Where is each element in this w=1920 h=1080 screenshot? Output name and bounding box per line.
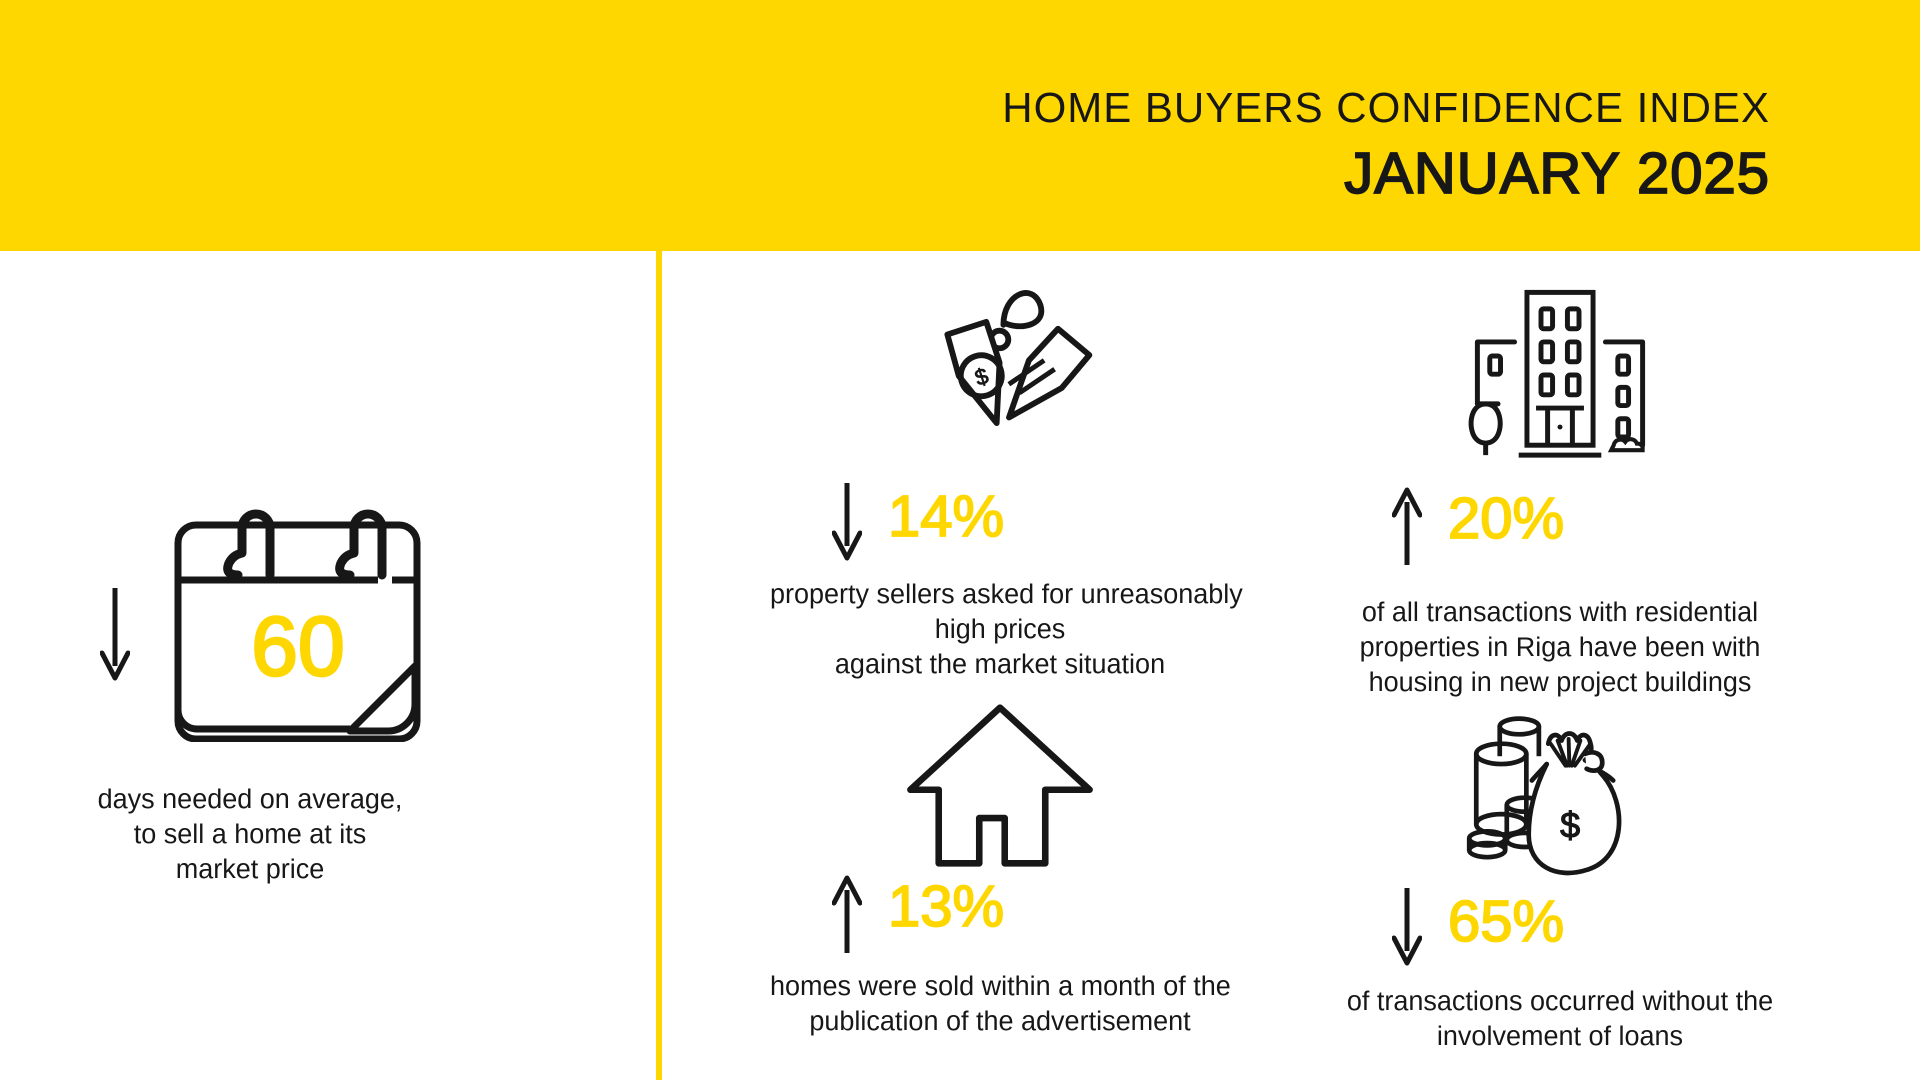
svg-text:60: 60 <box>251 599 344 693</box>
svg-text:$: $ <box>1559 805 1580 846</box>
